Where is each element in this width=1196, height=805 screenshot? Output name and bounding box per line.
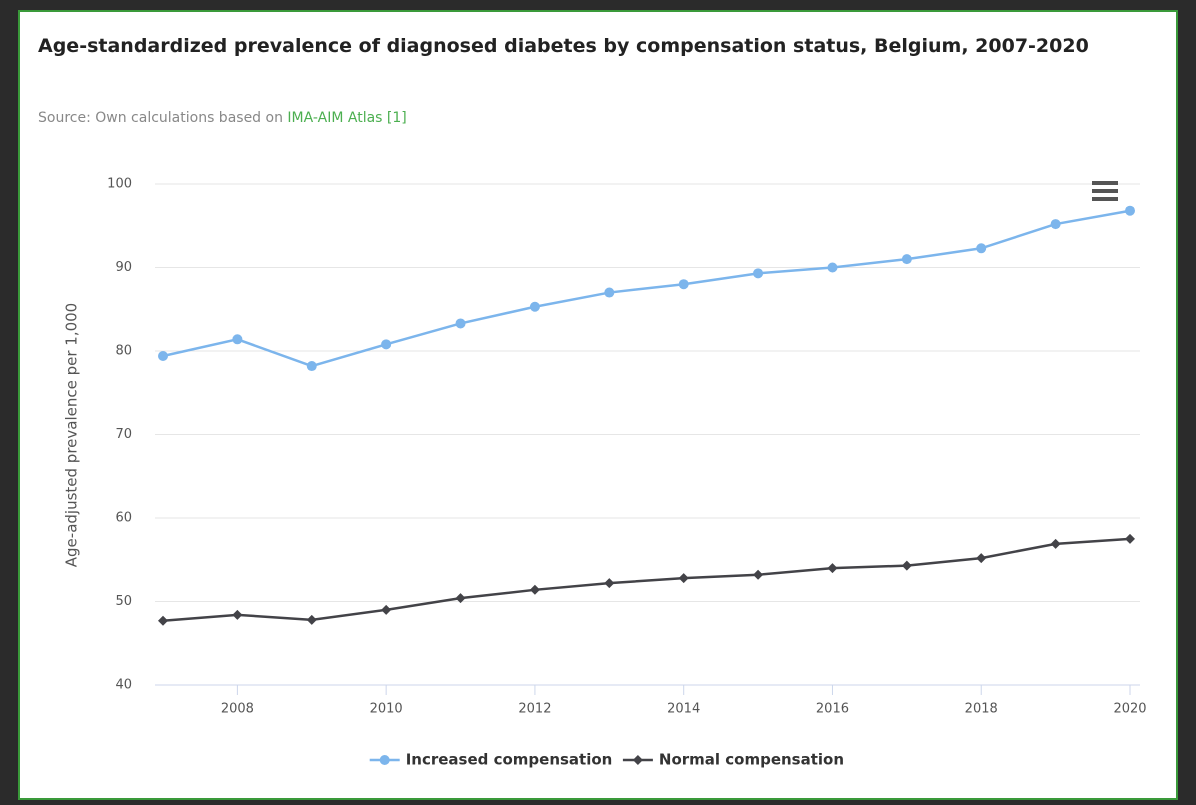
point [158,351,168,362]
x-tick-label: 2018 [965,702,998,717]
point [158,615,168,626]
point [381,604,392,615]
x-tick-label: 2010 [370,702,403,717]
chart-card: Age-standardized prevalence of diagnosed… [18,10,1178,800]
point [1125,533,1135,544]
point [604,578,615,589]
point [1125,205,1135,216]
point [604,287,615,298]
point [976,243,987,254]
point [753,268,764,279]
point [381,339,392,350]
series-line [162,537,1131,622]
point [306,614,317,625]
y-tick-label: 80 [115,344,132,359]
chart-source: Source: Own calculations based on IMA-AI… [38,110,407,126]
chart-title: Age-standardized prevalence of diagnosed… [38,35,1089,57]
x-tick-label: 2020 [1113,702,1146,717]
y-tick-label: 50 [115,594,132,609]
point [1050,219,1061,230]
point [678,279,689,290]
y-tick-label: 40 [115,678,132,693]
point [901,254,912,265]
x-tick-label: 2014 [667,702,700,717]
point [455,318,466,329]
point [529,301,540,312]
y-tick-label: 70 [115,427,132,442]
y-tick-label: 60 [115,511,132,526]
point [827,262,838,273]
y-tick-label: 90 [115,260,132,275]
source-text: Source: Own calculations based on [38,110,283,126]
y-axis-label: Age-adjusted prevalence per 1,000 [63,303,81,567]
point [827,563,838,574]
series-line [162,209,1131,368]
y-tick-label: 100 [107,177,132,192]
source-link[interactable]: IMA-AIM Atlas [1] [287,110,407,126]
legend-marker [632,755,643,765]
x-tick-label: 2016 [816,702,849,717]
legend-label: Increased compensation [406,751,613,769]
point [529,584,540,595]
point [306,361,317,372]
legend-label: Normal compensation [659,751,844,769]
x-tick-label: 2008 [221,702,254,717]
legend-marker [379,755,390,765]
menu-button[interactable] [1092,181,1118,203]
point [1050,538,1061,549]
point [976,553,987,564]
point [232,334,243,345]
point [753,569,764,580]
point [232,609,243,620]
point [678,573,689,584]
point [455,593,466,604]
x-tick-label: 2012 [518,702,551,717]
point [901,560,912,571]
